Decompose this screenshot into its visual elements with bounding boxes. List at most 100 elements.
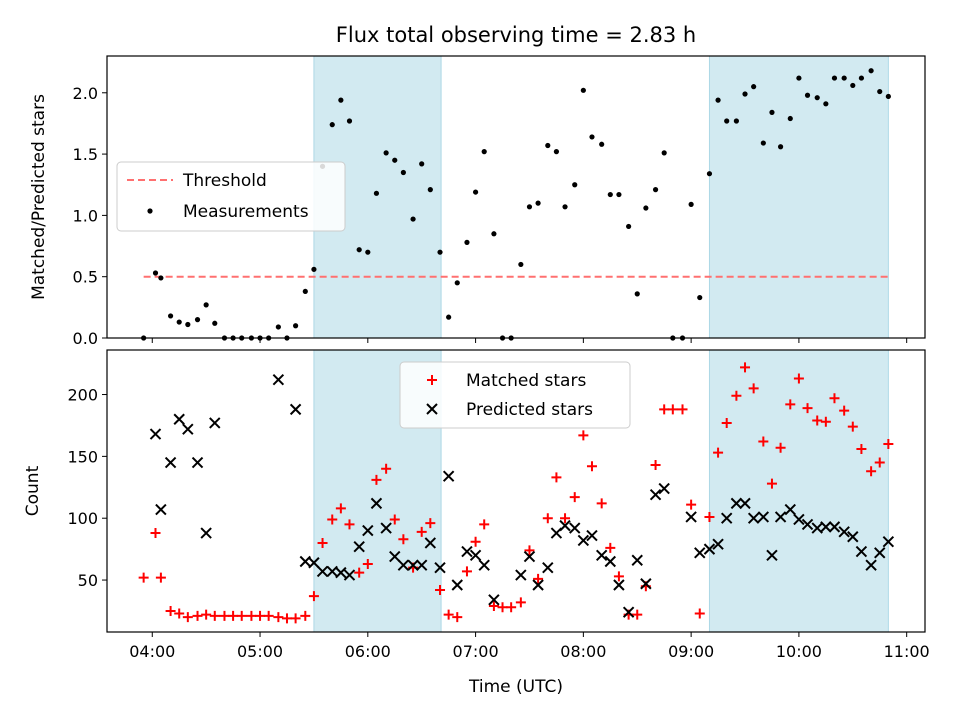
matched-stars-point — [488, 601, 499, 612]
measurement-point — [491, 231, 497, 237]
matched-stars-point — [165, 605, 176, 616]
measurement-point — [724, 118, 730, 124]
legend-predicted-label: Predicted stars — [466, 400, 593, 420]
matched-stars-point — [479, 519, 490, 530]
matched-stars-point — [281, 613, 292, 624]
measurement-point — [850, 82, 856, 89]
predicted-stars-point — [649, 489, 662, 501]
matched-stars-point — [650, 460, 661, 471]
measurement-point — [804, 92, 811, 98]
y-tick-label: 0.0 — [73, 329, 98, 348]
matched-stars-point — [371, 474, 382, 485]
predicted-stars-point — [658, 482, 670, 495]
x-tick-label: 09:00 — [668, 642, 714, 661]
measurement-point — [346, 118, 353, 124]
predicted-stars-point — [308, 557, 320, 569]
measurement-point — [823, 101, 829, 107]
matched-stars-point — [150, 528, 161, 539]
predicted-stars-point — [478, 559, 490, 571]
predicted-stars-point — [801, 518, 814, 531]
measurement-point — [589, 134, 595, 140]
axes-frame — [106, 55, 926, 339]
measurement-point — [311, 266, 317, 272]
measurement-point — [626, 223, 632, 230]
matched-stars-point — [497, 602, 508, 613]
measurement-point — [526, 204, 533, 210]
predicted-stars-point — [766, 549, 778, 562]
matched-stars-point — [874, 457, 885, 468]
legend-predicted-swatch — [426, 403, 438, 415]
matched-stars-point — [766, 478, 777, 489]
matched-stars-point — [596, 498, 607, 509]
observing-interval-band — [708, 349, 889, 633]
matched-stars-point — [273, 612, 284, 623]
predicted-stars-point — [569, 522, 581, 534]
observing-interval-band — [708, 55, 889, 339]
matched-stars-point — [533, 573, 544, 584]
measurement-point — [419, 161, 425, 167]
predicted-stars-point — [577, 534, 590, 547]
predicted-stars-point — [182, 423, 194, 435]
measurement-point — [481, 149, 487, 155]
ratio-panel: 0.0 0.5 1.0 1.5 2.0 Matched/Predicted stars Th… — [29, 55, 926, 348]
matched-stars-point — [740, 362, 751, 373]
measurement-point — [841, 75, 847, 81]
matched-stars-point — [632, 609, 643, 620]
measurement-point — [777, 144, 784, 150]
predicted-stars-point — [397, 559, 410, 571]
predicted-stars-point — [774, 511, 787, 523]
measurement-point — [167, 313, 174, 319]
x-tick-label: 11:00 — [884, 642, 930, 661]
legend: Matched stars Predicted stars — [399, 361, 631, 429]
matched-stars-point — [524, 545, 535, 556]
matched-stars-point — [775, 442, 786, 453]
predicted-stars-point — [488, 594, 500, 606]
legend-measurements-label: Measurements — [183, 202, 309, 222]
axes-frame — [106, 349, 926, 633]
matched-stars-point — [354, 567, 365, 578]
measurement-point — [152, 270, 159, 276]
matched-stars-point — [389, 514, 400, 525]
predicted-stars-point — [469, 549, 482, 562]
matched-stars-point — [308, 591, 319, 602]
measurement-point — [868, 68, 874, 74]
legend-matched-label: Matched stars — [466, 371, 586, 391]
y-tick-label: 50 — [78, 571, 98, 590]
matched-stars-point — [839, 405, 850, 416]
predicted-stars-point — [757, 511, 770, 523]
measurement-point — [302, 288, 308, 295]
measurement-point — [814, 95, 820, 101]
chart-title: Flux total observing time = 2.83 h — [336, 23, 696, 47]
matched-stars-point — [785, 399, 796, 410]
predicted-stars-point — [164, 456, 177, 469]
matched-stars-point — [569, 492, 580, 503]
measurement-point — [293, 323, 299, 329]
measurement-point — [562, 204, 568, 210]
predicted-stars-point — [604, 555, 617, 568]
predicted-stars-point — [442, 470, 455, 482]
predicted-stars-point — [370, 497, 383, 510]
y-axis-label: Count — [23, 465, 43, 516]
matched-stars-point — [425, 518, 436, 529]
matched-stars-point — [820, 416, 831, 427]
matched-stars-point — [659, 404, 670, 415]
matched-stars-point — [443, 609, 454, 620]
matched-stars-point — [155, 572, 166, 583]
matched-stars-point — [362, 558, 373, 569]
measurement-point — [769, 109, 775, 115]
predicted-stars-point — [335, 566, 347, 579]
measurement-point — [634, 291, 640, 297]
measurement-point — [742, 91, 748, 97]
measurement-point — [607, 191, 613, 198]
legend-threshold-label: Threshold — [182, 171, 267, 191]
predicted-stars-point — [155, 503, 167, 516]
measurement-point — [383, 150, 389, 156]
measurement-point — [715, 97, 721, 103]
predicted-stars-point — [434, 561, 446, 574]
matched-stars-point — [748, 383, 759, 394]
predicted-stars-point — [191, 456, 204, 469]
y-tick-label: 200 — [67, 386, 98, 405]
measurement-point — [185, 321, 191, 328]
predicted-stars-point — [380, 522, 392, 534]
measurement-point — [535, 200, 541, 206]
